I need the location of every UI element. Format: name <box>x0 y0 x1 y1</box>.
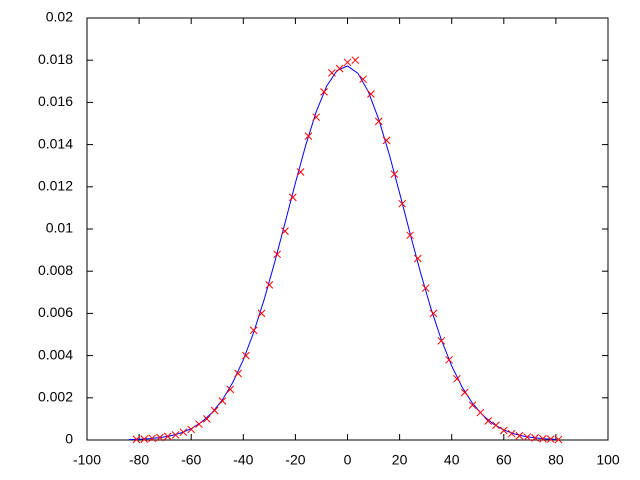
point <box>382 136 391 145</box>
x-tick-label: -80 <box>129 452 149 468</box>
x-tick-label: 100 <box>596 452 620 468</box>
point <box>539 434 547 443</box>
point <box>359 75 367 84</box>
x-tick-label: -100 <box>73 452 101 468</box>
point <box>398 199 407 208</box>
point <box>429 309 438 318</box>
point <box>484 417 493 425</box>
y-tick-label: 0 <box>65 431 73 447</box>
point <box>343 58 352 67</box>
point <box>210 406 219 415</box>
point <box>312 113 321 122</box>
point <box>226 385 235 394</box>
y-tick-label: 0.018 <box>38 51 73 67</box>
point <box>132 435 141 444</box>
point <box>281 227 289 235</box>
point <box>304 132 313 141</box>
point <box>492 421 500 430</box>
point <box>320 87 328 96</box>
point <box>413 254 422 263</box>
point <box>335 64 344 73</box>
point <box>265 281 274 289</box>
point <box>515 431 524 440</box>
y-tick-label: 0.01 <box>46 220 73 236</box>
point <box>296 168 305 176</box>
point <box>179 428 188 437</box>
point <box>437 336 446 345</box>
x-tick-label: 60 <box>496 452 512 468</box>
point <box>148 434 156 443</box>
point <box>234 369 242 378</box>
x-tick-label: 20 <box>392 452 408 468</box>
y-tick-label: 0.02 <box>46 9 73 25</box>
point <box>156 433 164 442</box>
point <box>460 388 469 397</box>
point <box>499 426 508 435</box>
point <box>546 435 555 444</box>
x-tick-label: 0 <box>344 452 352 468</box>
point <box>242 351 250 360</box>
point <box>453 374 461 383</box>
y-tick-label: 0.014 <box>38 135 73 151</box>
point <box>195 420 203 429</box>
point <box>171 431 180 439</box>
x-tick-label: -60 <box>181 452 201 468</box>
y-tick-label: 0.002 <box>38 389 73 405</box>
y-tick-label: 0.004 <box>38 346 73 362</box>
point <box>163 432 172 441</box>
x-tick-label: 80 <box>548 452 564 468</box>
x-tick-label: -40 <box>233 452 253 468</box>
point <box>187 425 196 434</box>
point <box>249 326 258 335</box>
point <box>328 69 336 77</box>
point <box>468 401 477 410</box>
y-tick-label: 0.006 <box>38 304 73 320</box>
y-tick-label: 0.012 <box>38 178 73 194</box>
point <box>288 193 297 202</box>
x-tick-label: 40 <box>444 452 460 468</box>
point <box>351 56 360 65</box>
point <box>367 90 375 98</box>
point <box>202 415 211 423</box>
plot-border <box>86 17 609 441</box>
point <box>273 250 282 259</box>
point <box>406 231 414 240</box>
point <box>507 429 516 438</box>
point <box>218 397 227 405</box>
point <box>531 434 539 442</box>
y-tick-label: 0.008 <box>38 262 73 278</box>
x-tick-label: -20 <box>285 452 305 468</box>
point <box>476 408 485 417</box>
point <box>257 309 266 318</box>
point <box>374 117 383 126</box>
point <box>140 435 149 444</box>
y-tick-label: 0.016 <box>38 93 73 109</box>
curve <box>128 65 556 441</box>
point <box>554 435 563 444</box>
point <box>390 170 399 178</box>
point <box>421 284 430 292</box>
point <box>523 433 532 441</box>
point <box>445 355 453 364</box>
